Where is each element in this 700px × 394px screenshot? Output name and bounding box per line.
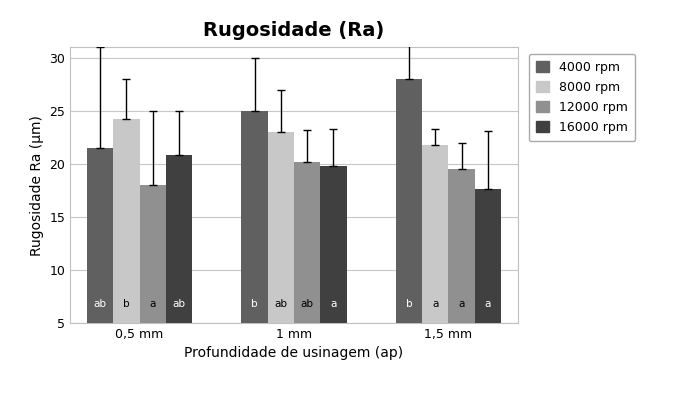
Bar (475, 190, 501, 323)
Text: b: b (251, 299, 258, 309)
Text: a: a (432, 299, 438, 309)
Title: Rugosidade (Ra): Rugosidade (Ra) (204, 21, 384, 40)
Bar (87, 148, 113, 323)
Bar (294, 162, 321, 323)
Y-axis label: Rugosidade Ra (μm): Rugosidade Ra (μm) (29, 115, 43, 256)
Text: a: a (458, 299, 465, 309)
Bar (113, 119, 139, 323)
Text: ab: ab (274, 299, 288, 309)
Bar (241, 111, 267, 323)
Bar (139, 185, 166, 323)
Text: b: b (406, 299, 412, 309)
Text: ab: ab (94, 299, 106, 309)
Text: a: a (150, 299, 156, 309)
X-axis label: Profundidade de usinagem (ap): Profundidade de usinagem (ap) (184, 346, 404, 361)
Text: b: b (123, 299, 130, 309)
Bar (449, 169, 475, 323)
Bar (166, 156, 192, 323)
Bar (396, 79, 422, 323)
Text: ab: ab (172, 299, 186, 309)
Bar (267, 132, 294, 323)
Text: ab: ab (300, 299, 314, 309)
Text: a: a (484, 299, 491, 309)
Legend: 4000 rpm, 8000 rpm, 12000 rpm, 16000 rpm: 4000 rpm, 8000 rpm, 12000 rpm, 16000 rpm (528, 54, 635, 141)
Bar (321, 166, 346, 323)
Bar (422, 145, 449, 323)
Text: a: a (330, 299, 337, 309)
